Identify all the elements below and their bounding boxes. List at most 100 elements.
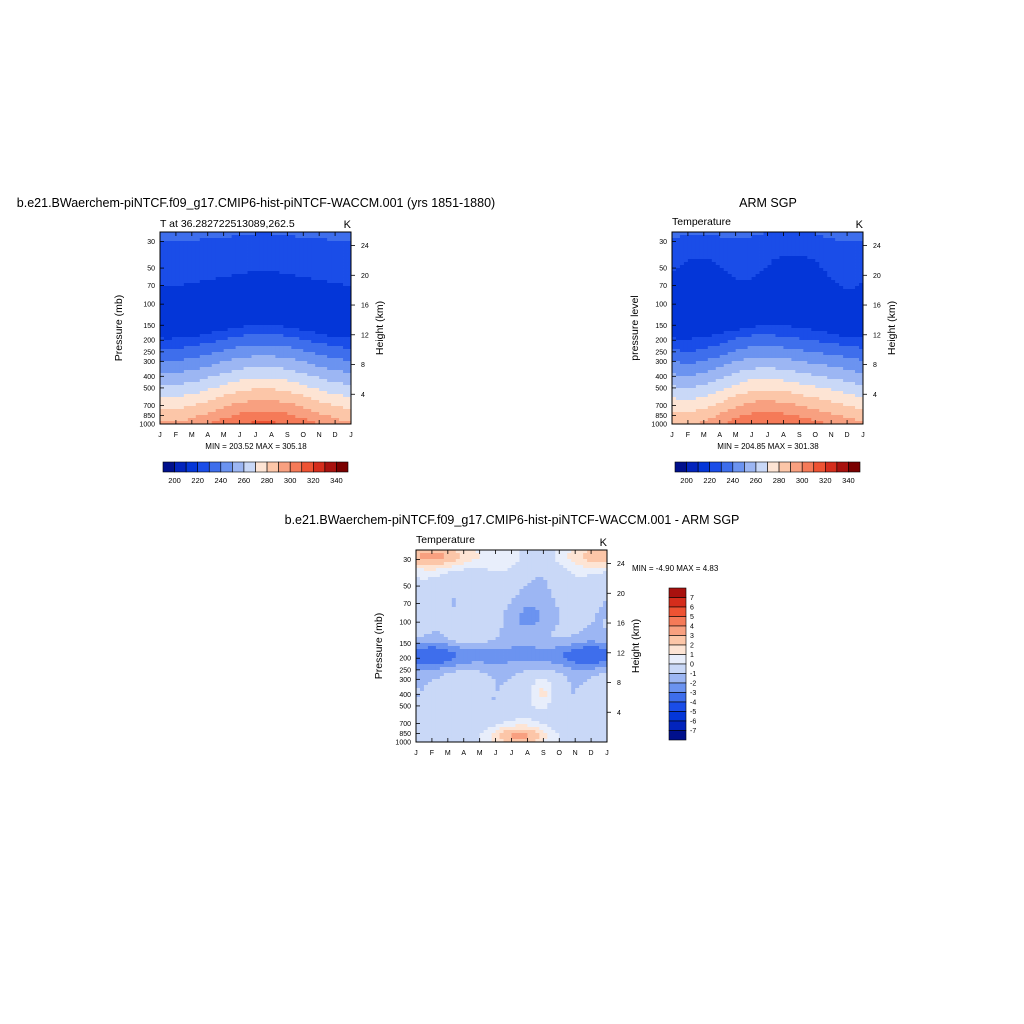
contour-cell — [259, 376, 264, 380]
contour-cell — [183, 274, 189, 278]
contour-cell — [215, 343, 221, 347]
contour-cell — [343, 253, 348, 257]
contour-cell — [819, 274, 824, 278]
contour-cell — [339, 409, 344, 413]
contour-cell — [343, 412, 348, 416]
contour-cell — [275, 262, 280, 266]
contour-cell — [707, 340, 713, 344]
contour-cell — [839, 289, 844, 293]
contour-cell — [803, 244, 808, 248]
contour-cell — [787, 265, 792, 269]
colorbar-box — [336, 461, 349, 473]
contour-cell — [219, 364, 225, 368]
contour-cell — [791, 286, 796, 290]
contour-cell — [751, 244, 756, 248]
contour-cell — [175, 286, 181, 290]
contour-cell — [160, 307, 165, 311]
contour-cell — [247, 400, 252, 404]
colorbar-box — [162, 461, 175, 473]
contour-cell — [759, 244, 764, 248]
contour-cell — [247, 358, 252, 362]
contour-cell — [699, 298, 705, 302]
contour-cell — [847, 331, 852, 335]
contour-cell — [191, 271, 197, 275]
contour-cell — [767, 325, 772, 329]
contour-cell — [843, 241, 848, 245]
contour-cell — [307, 346, 312, 350]
contour-cell — [167, 310, 173, 314]
contour-cell — [211, 364, 217, 368]
contour-cell — [171, 412, 177, 416]
contour-cell — [283, 391, 288, 395]
contour-cell — [339, 352, 344, 356]
contour-cell — [807, 232, 812, 236]
contour-cell — [271, 265, 276, 269]
contour-cell — [191, 370, 197, 374]
contour-cell — [160, 238, 165, 242]
contour-cell — [215, 268, 221, 272]
contour-cell — [251, 277, 256, 281]
contour-cell — [211, 412, 217, 416]
contour-cell — [672, 307, 677, 311]
contour-cell — [275, 370, 280, 374]
contour-cell — [759, 328, 764, 332]
contour-cell — [259, 250, 264, 254]
contour-cell — [343, 403, 348, 407]
contour-cell — [783, 313, 788, 317]
contour-cell — [239, 310, 244, 314]
contour-cell — [183, 346, 189, 350]
contour-cell — [787, 286, 792, 290]
contour-cell — [247, 325, 252, 329]
contour-cell — [231, 361, 237, 365]
contour-cell — [307, 295, 312, 299]
contour-cell — [343, 352, 348, 356]
contour-cell — [171, 346, 177, 350]
contour-cell — [683, 301, 689, 305]
contour-cell — [287, 235, 292, 239]
contour-cell — [347, 352, 352, 356]
contour-cell — [699, 271, 705, 275]
contour-cell — [183, 328, 189, 332]
height-tick-label: 4 — [361, 392, 365, 399]
contour-cell — [331, 352, 336, 356]
contour-cell — [719, 301, 725, 305]
contour-cell — [207, 286, 213, 290]
contour-cell — [171, 298, 177, 302]
contour-cell — [211, 346, 217, 350]
contour-cell — [287, 262, 292, 266]
contour-cell — [279, 418, 284, 422]
contour-cell — [747, 232, 752, 236]
contour-cell — [163, 277, 169, 281]
contour-cell — [267, 334, 272, 338]
contour-cell — [719, 292, 725, 296]
contour-cell — [715, 283, 721, 287]
contour-cell — [203, 412, 209, 416]
contour-cell — [195, 325, 201, 329]
contour-cell — [759, 259, 764, 263]
colorbar-box — [301, 461, 314, 473]
contour-cell — [731, 340, 737, 344]
contour-cell — [347, 334, 352, 338]
contour-cell — [727, 277, 733, 281]
contour-cell — [187, 412, 193, 416]
contour-cell — [719, 238, 725, 242]
contour-cell — [807, 316, 812, 320]
contour-cell — [175, 403, 181, 407]
contour-cell — [783, 259, 788, 263]
contour-cell — [295, 286, 300, 290]
contour-cell — [199, 256, 205, 260]
contour-cell — [251, 241, 256, 245]
contour-cell — [239, 355, 244, 359]
contour-cell — [335, 337, 340, 341]
contour-cell — [815, 307, 820, 311]
contour-cell — [271, 322, 276, 326]
contour-cell — [831, 235, 836, 239]
contour-cell — [751, 319, 756, 323]
contour-cell — [791, 244, 796, 248]
contour-cell — [207, 265, 213, 269]
contour-cell — [335, 319, 340, 323]
panel-model: b.e21.BWaerchem-piNTCF.f09_g17.CMIP6-his… — [17, 196, 495, 485]
contour-cell — [259, 256, 264, 260]
contour-cell — [191, 412, 197, 416]
contour-cell — [787, 235, 792, 239]
